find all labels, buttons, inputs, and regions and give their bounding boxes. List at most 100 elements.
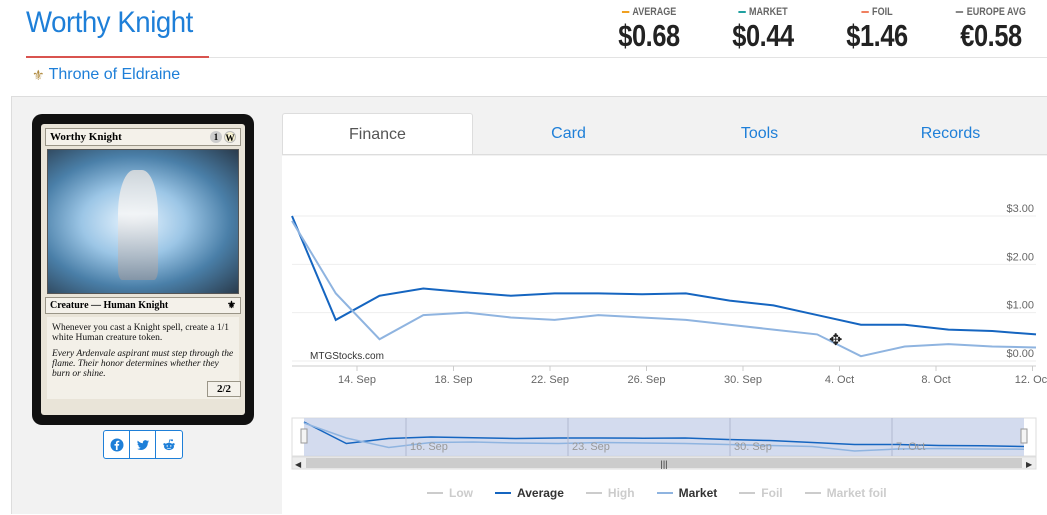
power-toughness: 2/2 [207, 381, 241, 397]
legend-item-low[interactable]: Low [427, 486, 473, 500]
series-line-market [291, 220, 1037, 358]
chart-legend: Low Average High Market Foil Market foil [427, 486, 887, 500]
scroll-left-arrow-icon[interactable]: ◀ [295, 460, 302, 469]
legend-label: Market [678, 486, 718, 500]
price-value: $0.68 [618, 18, 680, 53]
facebook-icon [110, 438, 123, 451]
header-divider [209, 57, 1047, 58]
card-frame: Worthy Knight 1 W Creature — Human Knigh… [41, 124, 245, 415]
y-tick-label: $1.00 [1006, 300, 1034, 312]
legend-swatch [656, 492, 673, 494]
card-image-name: Worthy Knight 1 W [45, 128, 241, 146]
price-value: €0.58 [960, 18, 1022, 53]
x-tick-label: 14. Sep [338, 374, 376, 386]
price-color-dash [621, 11, 630, 13]
card-title: Worthy Knight [26, 6, 193, 39]
navigator-tick-label: 23. Sep [572, 441, 610, 453]
legend-item-average[interactable]: Average [495, 486, 564, 500]
card-art-figure [118, 170, 158, 280]
legend-swatch [804, 492, 821, 494]
legend-item-market-foil[interactable]: Market foil [804, 486, 887, 500]
navigator-tick-label: 16. Sep [410, 441, 448, 453]
tab-finance[interactable]: Finance [282, 113, 473, 154]
card-rules-text: Whenever you cast a Knight spell, create… [52, 323, 229, 343]
header: Worthy Knight ⚜ Throne of Eldraine AVERA… [0, 0, 1047, 96]
legend-label: High [607, 486, 635, 500]
mana-cost: 1 W [210, 131, 236, 143]
tab-card[interactable]: Card [551, 125, 586, 142]
price-chart[interactable]: $0.00 $1.00 $2.00 $3.00 14. Sep 18. Sep 22. Se… [282, 156, 1047, 515]
price-label-text: EUROPE AVG [966, 6, 1026, 18]
scroll-right-arrow-icon[interactable]: ▶ [1026, 460, 1033, 469]
navigator-tick-label: 30. Sep [734, 441, 772, 453]
main-panel: Worthy Knight 1 W Creature — Human Knigh… [11, 96, 1047, 515]
card-text-box: Whenever you cast a Knight spell, create… [47, 317, 239, 399]
x-tick-label: 12. Oct [1015, 374, 1047, 386]
price-color-dash [738, 11, 746, 13]
card-art [47, 149, 239, 294]
price-label: AVERAGE [603, 6, 695, 18]
legend-swatch [495, 492, 511, 494]
x-tick-label: 30. Sep [724, 374, 762, 386]
card-image-type: Creature — Human Knight ⚜ [45, 297, 241, 314]
card-flavor-text: Every Ardenvale aspirant must step throu… [52, 349, 234, 379]
price-label-text: FOIL [872, 6, 893, 18]
set-link[interactable]: ⚜ Throne of Eldraine [32, 66, 180, 84]
x-tick-label: 18. Sep [435, 374, 473, 386]
legend-label: Low [449, 486, 473, 500]
y-tick-label: $2.00 [1006, 251, 1034, 263]
legend-item-market[interactable]: Market [656, 486, 718, 500]
price-foil: FOIL $1.46 [821, 6, 933, 54]
price-label: MARKET [717, 6, 809, 18]
legend-item-high[interactable]: High [585, 486, 635, 500]
share-buttons [103, 430, 183, 459]
tab-records[interactable]: Records [920, 125, 981, 142]
mouse-cursor-icon: ✥ [829, 332, 842, 349]
price-value: $1.46 [846, 18, 908, 53]
navigator-scrollbar-thumb[interactable] [306, 458, 1022, 468]
facebook-share-button[interactable] [104, 431, 130, 458]
set-symbol-icon: ⚜ [32, 66, 45, 83]
reddit-share-button[interactable] [156, 431, 182, 458]
legend-swatch [427, 492, 443, 494]
tab-tools[interactable]: Tools [740, 125, 779, 142]
price-label: FOIL [831, 6, 923, 18]
scrollbar-grip-icon: ||| [660, 459, 667, 469]
price-market: MARKET $0.44 [707, 6, 819, 54]
title-underline [26, 56, 209, 58]
x-tick-label: 4. Oct [825, 374, 854, 386]
price-label-text: AVERAGE [632, 6, 677, 18]
price-color-dash [861, 11, 869, 13]
card-image[interactable]: Worthy Knight 1 W Creature — Human Knigh… [32, 114, 254, 425]
price-europe-avg: EUROPE AVG €0.58 [935, 6, 1047, 54]
mana-generic: 1 [210, 131, 222, 143]
price-color-dash [956, 11, 964, 13]
set-name: Throne of Eldraine [48, 66, 181, 83]
set-symbol-icon: ⚜ [227, 300, 236, 311]
price-value: $0.44 [732, 18, 794, 53]
legend-swatch [739, 492, 756, 494]
twitter-icon [136, 439, 149, 450]
navigator-series-market [303, 422, 1025, 452]
navigator-handle-left[interactable] [300, 428, 308, 444]
twitter-share-button[interactable] [130, 431, 156, 458]
mana-white: W [224, 131, 236, 143]
series-line-average [291, 215, 1037, 336]
legend-swatch [585, 492, 602, 494]
navigator-handle-right[interactable] [1020, 428, 1028, 444]
legend-item-foil[interactable]: Foil [739, 486, 783, 500]
navigator-tick-label: 7. Oct [896, 441, 925, 453]
price-label: EUROPE AVG [945, 6, 1037, 18]
tab-bar: Finance Card Tools Records [282, 113, 1047, 155]
price-summary: AVERAGE $0.68 MARKET $0.44 FOIL $1.46 EUROPE A… [591, 6, 1047, 54]
watermark: MTGStocks.com [310, 351, 384, 362]
card-image-name-text: Worthy Knight [50, 131, 122, 143]
legend-label: Market foil [826, 486, 887, 500]
x-tick-label: 26. Sep [628, 374, 666, 386]
y-tick-label: $0.00 [1006, 348, 1034, 360]
reddit-icon [163, 438, 175, 450]
price-chart-svg: $0.00 $1.00 $2.00 $3.00 14. Sep 18. Sep 22. Se… [291, 203, 1047, 470]
legend-label: Average [517, 486, 564, 500]
legend-label: Foil [761, 486, 783, 500]
price-average: AVERAGE $0.68 [593, 6, 705, 54]
